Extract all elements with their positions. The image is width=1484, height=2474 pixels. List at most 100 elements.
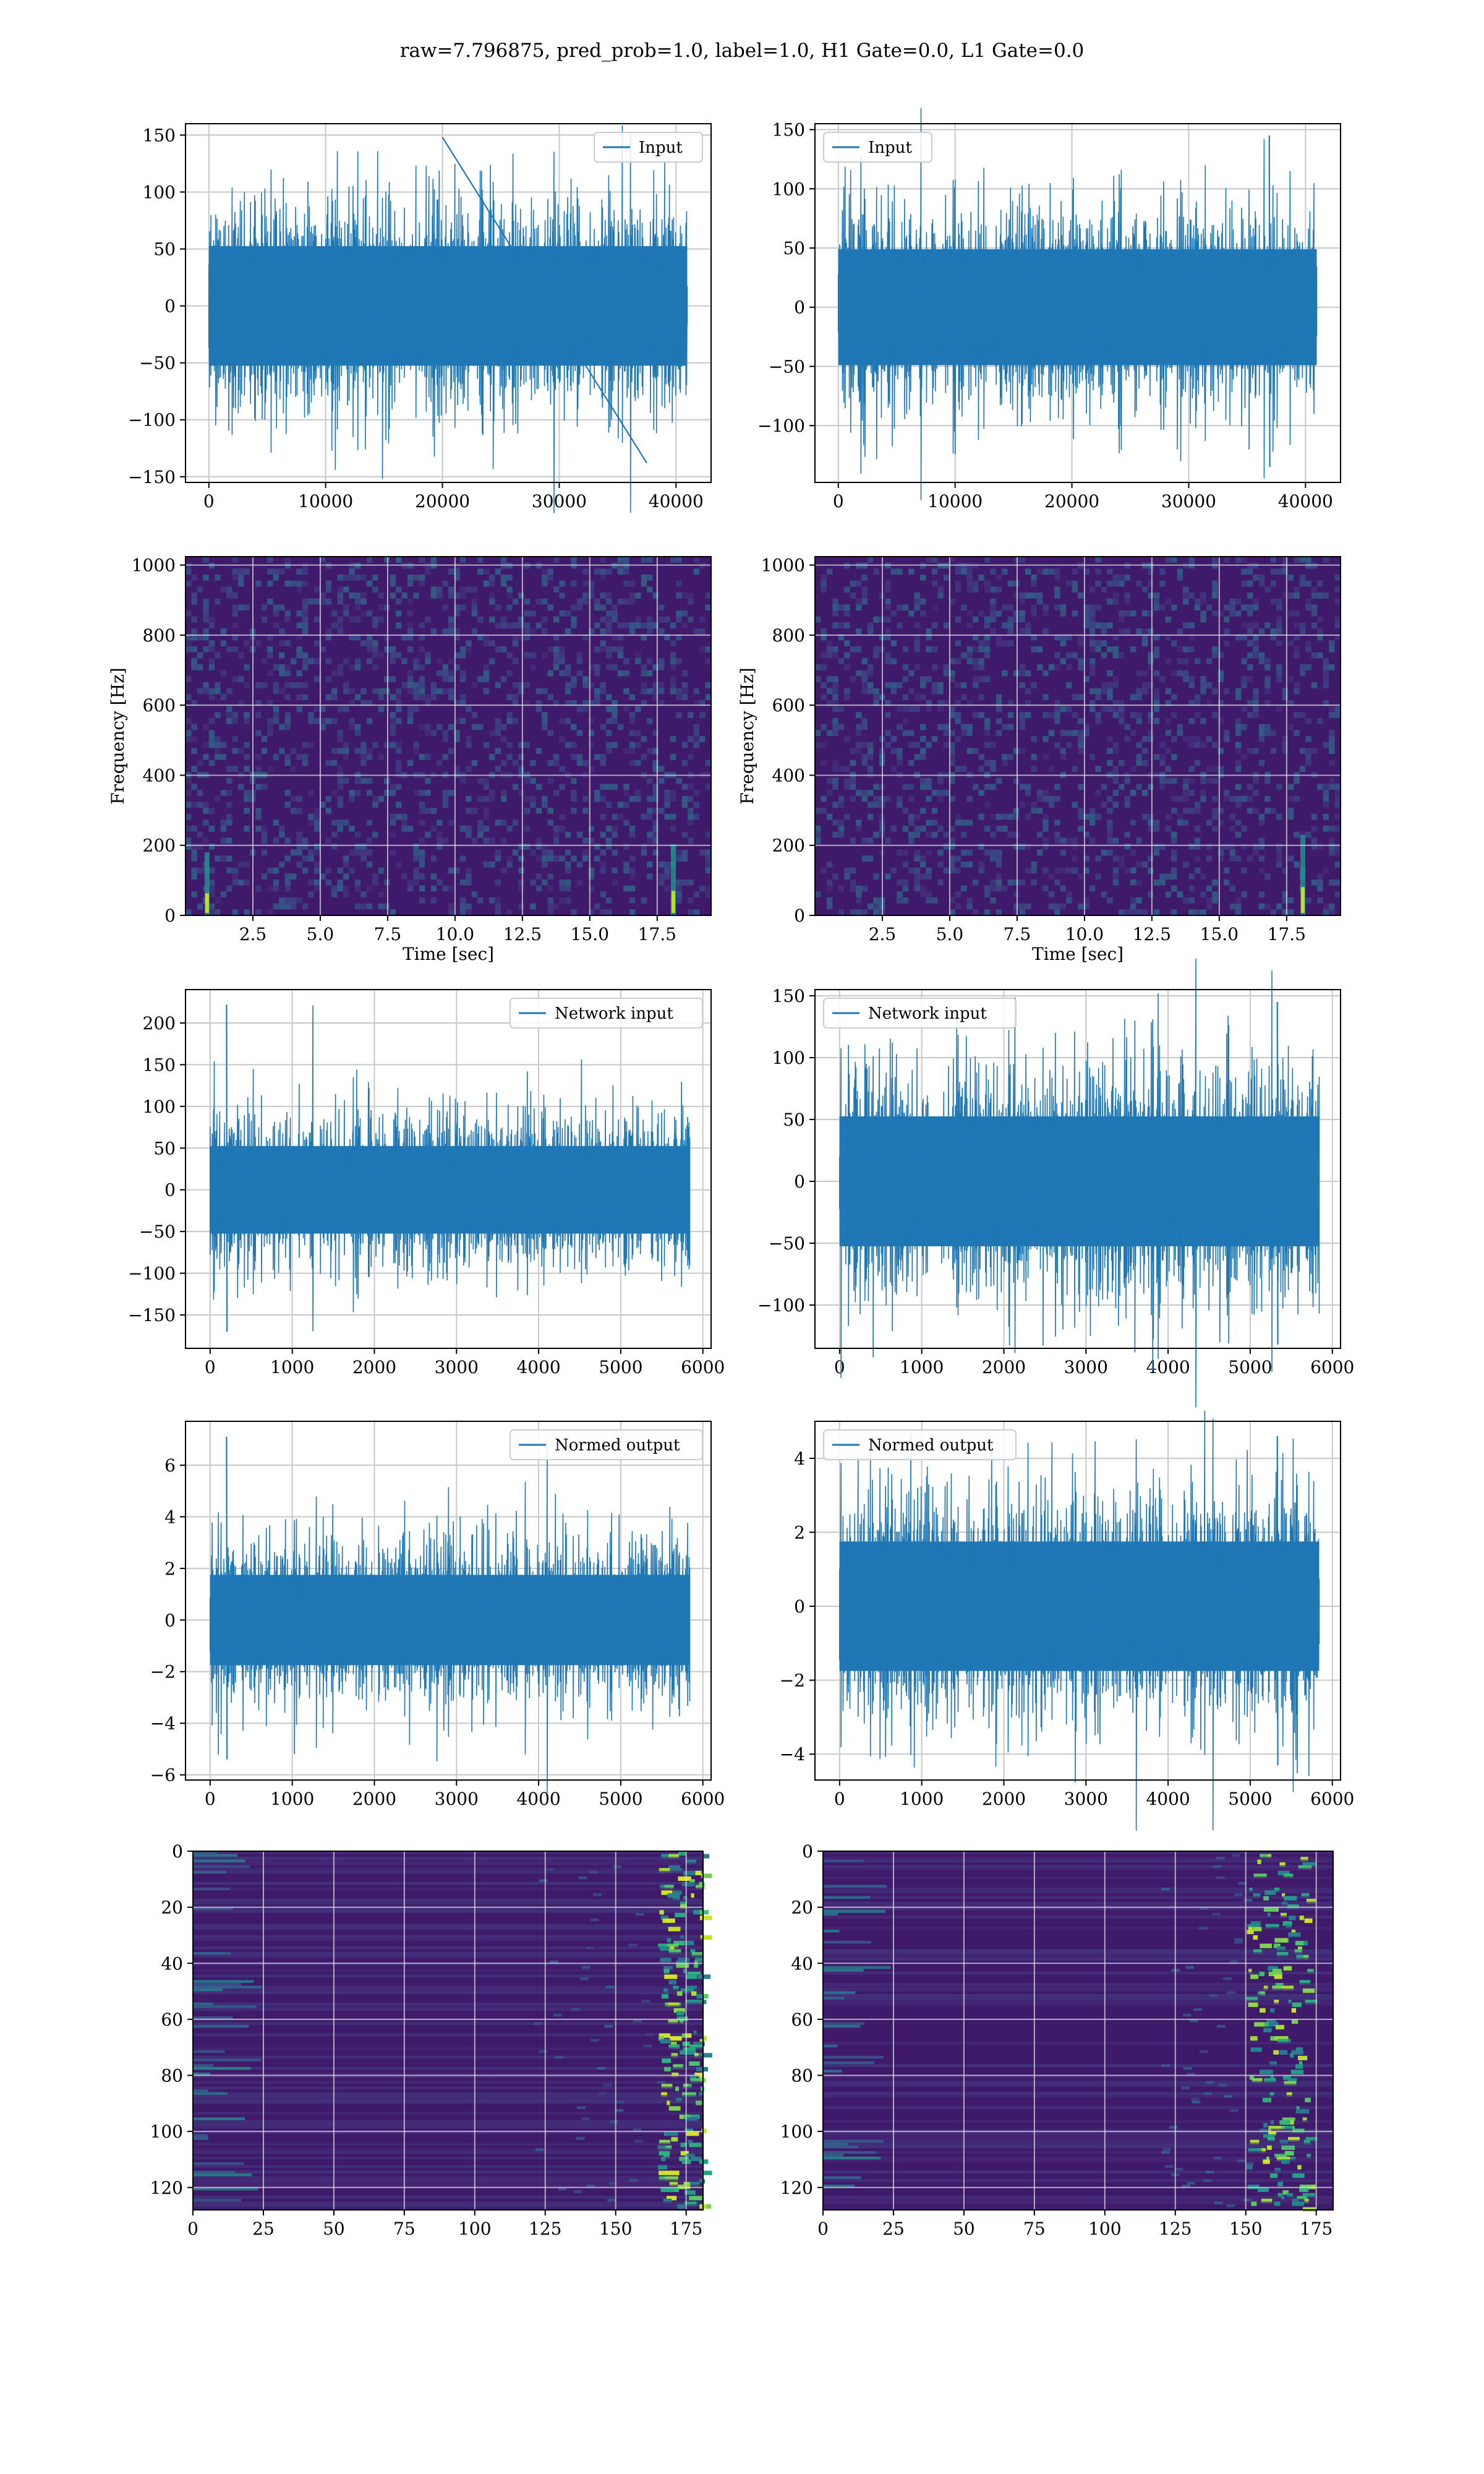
spectrogram-cell <box>530 903 536 910</box>
spectrogram-cell <box>1177 724 1183 730</box>
feature-row-stripe <box>823 2064 1333 2067</box>
spectrogram-cell <box>466 586 472 593</box>
spectrogram-cell <box>1031 604 1037 610</box>
spectrogram-cell <box>302 658 309 664</box>
spectrogram-cell <box>606 718 612 724</box>
spectrogram-cell <box>832 760 838 766</box>
spectrogram-cell <box>612 826 618 832</box>
spectrogram-cell <box>1089 610 1096 617</box>
spectrogram-cell <box>1212 646 1218 653</box>
feature-cell <box>193 1988 223 1992</box>
feature-cell <box>673 1941 687 1946</box>
legend-label: Network input <box>555 1004 673 1023</box>
spectrogram-cell <box>477 777 484 784</box>
spectrogram-cell <box>547 777 553 784</box>
spectrogram-cell <box>838 795 845 802</box>
spectrogram-cell <box>1253 598 1259 605</box>
spectrogram-cell <box>215 897 221 904</box>
feature-row-stripe <box>823 2128 1333 2132</box>
spectrogram-cell <box>425 616 431 623</box>
spectrogram-cell <box>926 897 932 904</box>
y-tick-label: 0 <box>802 1841 813 1862</box>
spectrogram-cell <box>1212 897 1218 904</box>
feature-cell <box>193 2002 213 2006</box>
spectrogram-cell <box>1334 862 1341 868</box>
spectrogram-cell <box>1276 855 1282 862</box>
feature-cell <box>1264 2022 1269 2027</box>
feature-cell <box>689 2196 702 2201</box>
series-spike <box>226 1437 228 1760</box>
y-tick-label: 4 <box>164 1507 176 1527</box>
spectrogram-cell <box>1317 718 1323 724</box>
spectrogram-cell <box>1217 820 1224 826</box>
spectrogram-cell <box>547 568 553 575</box>
feature-cell <box>635 1912 644 1916</box>
spectrogram-cell <box>966 849 973 856</box>
spectrogram-cell <box>337 748 343 754</box>
y-tick-label: 50 <box>783 1110 805 1130</box>
spectrogram-cell <box>186 802 192 808</box>
spectrogram-cell <box>542 855 548 862</box>
spectrogram-cell <box>489 837 495 844</box>
spectrogram-cell <box>454 634 460 641</box>
spectrogram-cell <box>688 598 694 605</box>
spectrogram-cell <box>279 862 285 868</box>
spectrogram-cell <box>1288 640 1294 646</box>
spectrogram-cell <box>937 586 944 593</box>
x-tick-label: 2000 <box>982 1789 1026 1809</box>
spectrogram-cell <box>1258 652 1265 659</box>
spectrogram-cell <box>902 694 909 700</box>
spectrogram-cell <box>1229 610 1235 617</box>
spectrogram-cell <box>582 855 589 862</box>
spectrogram-cell <box>1060 748 1067 754</box>
spectrogram-cell <box>676 777 682 784</box>
spectrogram-cell <box>856 724 862 730</box>
spectrogram-cell <box>594 795 600 802</box>
spectrogram-cell <box>220 742 227 748</box>
spectrogram-cell <box>279 897 285 904</box>
feature-row-stripe <box>823 2095 1333 2098</box>
spectrogram-cell <box>990 604 996 610</box>
spectrogram-cell <box>1054 604 1060 610</box>
spectrogram-cell <box>1183 784 1189 790</box>
spectrogram-cell <box>996 586 1002 593</box>
feature-cell <box>1264 1907 1277 1912</box>
spectrogram-cell <box>354 604 361 610</box>
spectrogram-cell <box>1013 777 1020 784</box>
spectrogram-cell <box>571 724 577 730</box>
spectrogram-cell <box>191 664 197 670</box>
spectrogram-cell <box>600 593 606 599</box>
feature-cell <box>549 1960 558 1964</box>
spectrogram-cell <box>635 742 641 748</box>
spectrogram-cell <box>279 826 285 832</box>
spectrogram-cell <box>1200 676 1206 682</box>
spectrogram-cell <box>186 718 192 724</box>
spectrogram-cell <box>459 777 466 784</box>
spectrogram-cell <box>1241 568 1247 575</box>
spectrogram-cell <box>926 634 932 641</box>
spectrogram-cell <box>1083 730 1090 736</box>
spectrogram-cell <box>1299 622 1306 628</box>
spectrogram-cell <box>973 634 979 641</box>
spectrogram-cell <box>1025 844 1031 850</box>
spectrogram-cell <box>1171 831 1177 838</box>
spectrogram-cell <box>1200 742 1206 748</box>
feature-cell <box>193 1887 231 1891</box>
spectrogram-cell <box>594 646 600 653</box>
spectrogram-cell <box>1183 808 1189 814</box>
y-tick-label: 50 <box>153 1138 176 1158</box>
spectrogram-cell <box>617 622 624 628</box>
spectrogram-cell <box>477 795 484 802</box>
spectrogram-cell <box>238 575 244 581</box>
spectrogram-cell <box>984 676 991 682</box>
spectrogram-cell <box>337 826 343 832</box>
spectrogram-cell <box>600 891 606 897</box>
feature-cell <box>1265 2022 1279 2027</box>
feature-cell <box>691 1952 702 1957</box>
spectrogram-cell <box>1078 813 1084 820</box>
spectrogram-cell <box>512 760 519 766</box>
feature-cell <box>1291 1929 1296 1935</box>
spectrogram-cell <box>1159 604 1166 610</box>
spectrogram-cell <box>448 724 454 730</box>
spectrogram-cell <box>1025 670 1031 677</box>
